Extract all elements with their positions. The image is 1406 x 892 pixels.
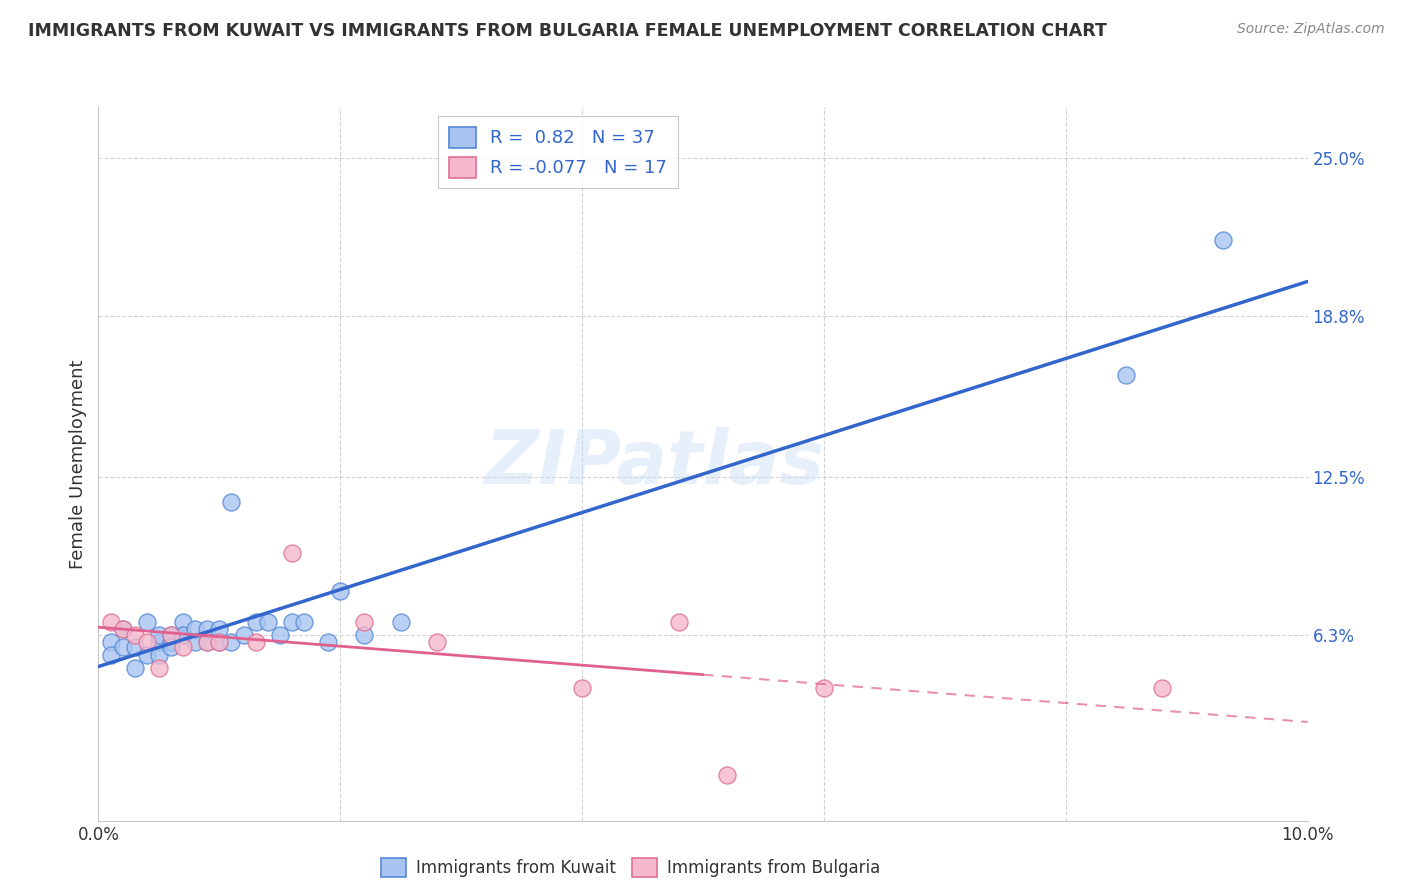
Point <box>111 623 134 637</box>
Point <box>160 635 183 649</box>
Point <box>100 635 122 649</box>
Point <box>148 661 170 675</box>
Point <box>195 623 218 637</box>
Text: IMMIGRANTS FROM KUWAIT VS IMMIGRANTS FROM BULGARIA FEMALE UNEMPLOYMENT CORRELATI: IMMIGRANTS FROM KUWAIT VS IMMIGRANTS FRO… <box>28 22 1107 40</box>
Text: Source: ZipAtlas.com: Source: ZipAtlas.com <box>1237 22 1385 37</box>
Point <box>172 627 194 641</box>
Point <box>160 627 183 641</box>
Point <box>716 768 738 782</box>
Text: ZIPatlas: ZIPatlas <box>485 427 825 500</box>
Point <box>124 627 146 641</box>
Point <box>1152 681 1174 695</box>
Point <box>195 635 218 649</box>
Point <box>184 635 207 649</box>
Point <box>111 623 134 637</box>
Point <box>208 623 231 637</box>
Point <box>269 627 291 641</box>
Point <box>111 640 134 655</box>
Legend: Immigrants from Kuwait, Immigrants from Bulgaria: Immigrants from Kuwait, Immigrants from … <box>374 851 887 884</box>
Point <box>208 635 231 649</box>
Point <box>571 681 593 695</box>
Point <box>124 640 146 655</box>
Point <box>135 635 157 649</box>
Point <box>208 635 231 649</box>
Point <box>316 635 339 649</box>
Point <box>329 584 352 599</box>
Point <box>172 640 194 655</box>
Point <box>256 615 278 629</box>
Point <box>160 640 183 655</box>
Point <box>1115 368 1137 382</box>
Point <box>221 635 243 649</box>
Point <box>184 623 207 637</box>
Point <box>172 627 194 641</box>
Point <box>245 615 267 629</box>
Point <box>100 648 122 662</box>
Point <box>135 648 157 662</box>
Point <box>124 661 146 675</box>
Point <box>281 615 304 629</box>
Point <box>135 615 157 629</box>
Y-axis label: Female Unemployment: Female Unemployment <box>69 359 87 568</box>
Point <box>813 681 835 695</box>
Point <box>172 615 194 629</box>
Point <box>160 627 183 641</box>
Point <box>148 627 170 641</box>
Point <box>221 495 243 509</box>
Point <box>281 546 304 560</box>
Point <box>148 648 170 662</box>
Point <box>195 635 218 649</box>
Point <box>668 615 690 629</box>
Point <box>353 615 375 629</box>
Point <box>426 635 449 649</box>
Point <box>389 615 412 629</box>
Point <box>100 615 122 629</box>
Point <box>353 627 375 641</box>
Point <box>148 635 170 649</box>
Point <box>245 635 267 649</box>
Point <box>292 615 315 629</box>
Point <box>1212 233 1234 247</box>
Point <box>232 627 254 641</box>
